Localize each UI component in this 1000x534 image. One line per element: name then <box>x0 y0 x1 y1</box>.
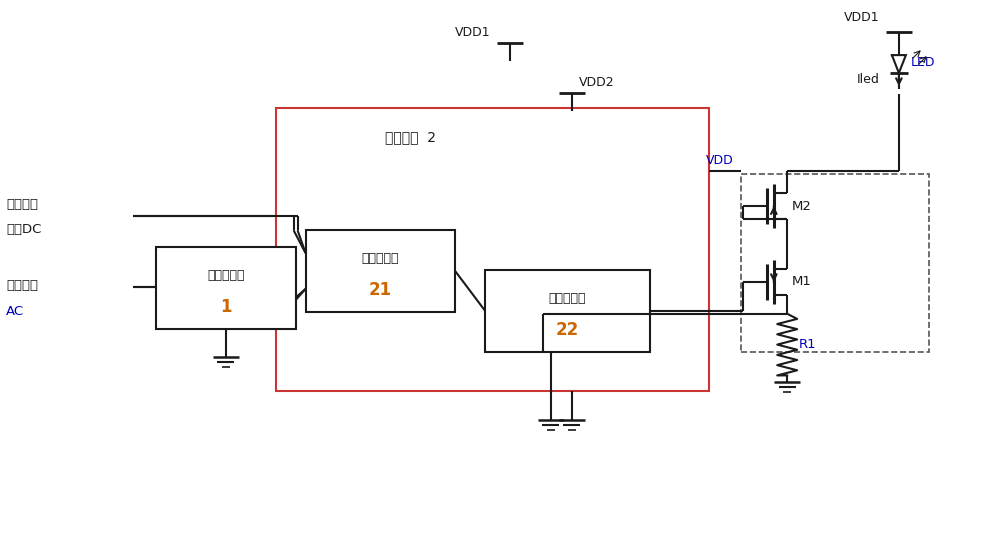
Text: 控制电路  2: 控制电路 2 <box>385 131 436 145</box>
Bar <box>276 108 709 391</box>
Text: 22: 22 <box>556 320 579 339</box>
Text: 1: 1 <box>220 297 232 316</box>
Text: VDD1: VDD1 <box>844 11 880 24</box>
Text: R1: R1 <box>799 338 817 351</box>
Text: 直流偏置: 直流偏置 <box>6 198 38 211</box>
Text: VDD1: VDD1 <box>455 26 491 39</box>
Text: VDD2: VDD2 <box>579 76 614 89</box>
Text: Iled: Iled <box>857 74 880 87</box>
Bar <box>741 175 929 351</box>
Text: M2: M2 <box>792 200 812 213</box>
Text: 21: 21 <box>369 281 392 299</box>
Text: 预加重电路: 预加重电路 <box>207 269 245 282</box>
Text: 误差放大器: 误差放大器 <box>549 292 586 305</box>
Bar <box>485 270 650 351</box>
Text: 信号DC: 信号DC <box>6 223 42 235</box>
Text: LED: LED <box>911 56 935 68</box>
Text: VDD: VDD <box>706 154 733 167</box>
Text: 数据信号: 数据信号 <box>6 279 38 293</box>
Text: M1: M1 <box>792 276 812 288</box>
Text: 电压加法器: 电压加法器 <box>362 252 399 265</box>
Bar <box>156 247 296 329</box>
Bar <box>306 230 455 312</box>
Text: AC: AC <box>6 305 24 318</box>
